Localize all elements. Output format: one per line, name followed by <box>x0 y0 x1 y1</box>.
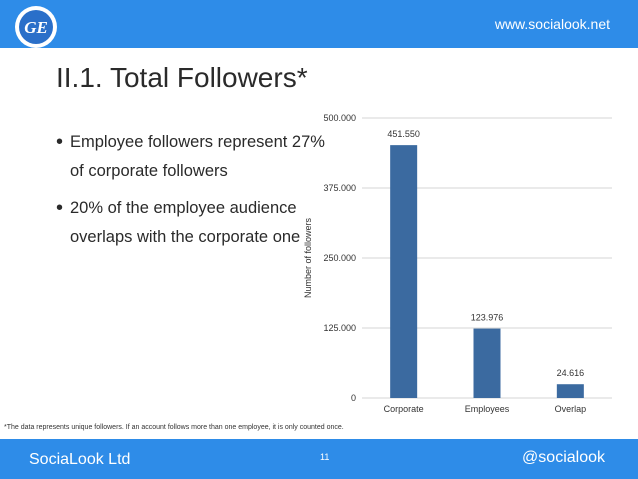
followers-bar-chart: 0 125.000 250.000 375.000 500.000 Number of f… <box>303 113 612 414</box>
bar <box>556 384 584 398</box>
y-tick-label: 0 <box>351 393 356 403</box>
company-name: SociaLook Ltd <box>29 451 131 468</box>
bullet-item: Employee followers represent 27% of corp… <box>56 128 326 186</box>
ge-logo-icon: GE <box>13 4 59 50</box>
x-tick-label: Corporate <box>384 404 424 414</box>
y-tick-label: 500.000 <box>323 113 356 123</box>
x-tick-label: Overlap <box>555 404 587 414</box>
data-label: 451.550 <box>387 129 420 139</box>
y-tick-label: 125.000 <box>323 323 356 333</box>
y-tick-label: 375.000 <box>323 183 356 193</box>
svg-text:GE: GE <box>24 18 48 37</box>
slide-title: II.1. Total Followers* <box>56 62 308 93</box>
footer-bar <box>0 439 638 479</box>
site-url[interactable]: www.socialook.net <box>494 16 610 32</box>
bar <box>390 145 418 398</box>
header-bar <box>0 0 638 48</box>
data-label: 24.616 <box>557 368 585 378</box>
data-label: 123.976 <box>471 313 504 323</box>
social-handle[interactable]: @socialook <box>522 449 605 466</box>
bullet-list: Employee followers represent 27% of corp… <box>56 128 326 260</box>
y-tick-label: 250.000 <box>323 253 356 263</box>
bullet-item: 20% of the employee audience overlaps wi… <box>56 194 326 252</box>
page-number: 11 <box>320 452 330 462</box>
y-axis-label: Number of followers <box>303 217 313 298</box>
footnote: *The data represents unique followers. I… <box>4 424 344 431</box>
x-tick-label: Employees <box>465 404 510 414</box>
bar <box>473 328 501 398</box>
